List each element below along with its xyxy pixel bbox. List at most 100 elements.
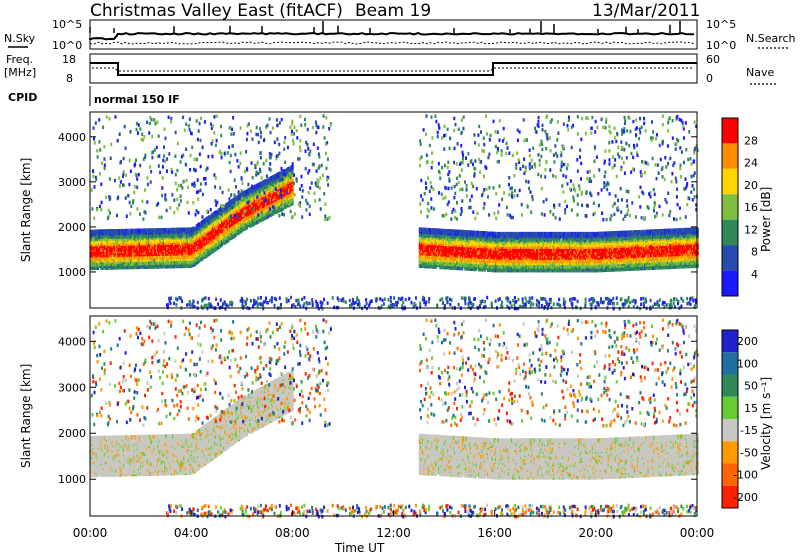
power-cell xyxy=(458,256,461,262)
power-cell xyxy=(495,257,498,262)
power-cell xyxy=(144,228,147,233)
power-cell xyxy=(109,229,112,234)
power-cell xyxy=(207,232,210,237)
power-cell xyxy=(458,240,461,245)
plot-title: Christmas Valley East (fitACF) xyxy=(90,1,343,21)
nsky-label: N.Sky xyxy=(4,32,36,45)
power-cell xyxy=(449,229,452,234)
power-cell xyxy=(182,227,185,232)
power-cell xyxy=(467,230,470,235)
nsky-panel xyxy=(89,19,698,50)
power-cell xyxy=(168,263,171,269)
power-cell xyxy=(144,250,147,255)
power-cell xyxy=(479,263,482,268)
power-cell xyxy=(267,182,270,188)
power-cell xyxy=(249,221,252,226)
power-cell xyxy=(419,245,423,250)
power-cell xyxy=(129,230,132,235)
power-cell xyxy=(248,195,251,200)
power-cell xyxy=(103,250,106,256)
power-cell xyxy=(443,230,446,236)
power-cell xyxy=(195,236,198,242)
power-cell xyxy=(479,230,482,236)
power-cell xyxy=(177,249,180,254)
power-cell xyxy=(96,252,99,258)
power-cell xyxy=(240,192,243,197)
power-cell xyxy=(148,249,151,255)
power-cell xyxy=(189,232,192,238)
cpid-value: normal 150 IF xyxy=(94,93,180,106)
power-cell xyxy=(245,190,249,196)
power-cell xyxy=(235,202,238,208)
power-cell xyxy=(136,228,139,234)
power-cell xyxy=(210,231,213,236)
power-cell xyxy=(105,243,109,249)
power-cell xyxy=(149,228,152,233)
power-cell xyxy=(201,220,204,225)
power-cell xyxy=(251,216,254,222)
power-cell xyxy=(168,247,171,253)
power-cell xyxy=(243,190,246,195)
power-cell xyxy=(467,242,470,248)
power-cell xyxy=(284,170,287,175)
power-cell xyxy=(222,234,225,239)
power-cell xyxy=(488,231,491,236)
power-cell xyxy=(503,233,506,239)
power-cell xyxy=(497,242,500,248)
power-cell xyxy=(443,234,446,239)
power-cell xyxy=(464,230,467,235)
power-cell xyxy=(133,248,136,253)
power-cell xyxy=(500,235,503,240)
power-cell xyxy=(462,244,465,249)
power-cell xyxy=(129,248,132,253)
power-cell xyxy=(497,246,500,251)
power-cell xyxy=(255,216,258,222)
power-cell xyxy=(183,261,186,267)
power-cell xyxy=(425,229,428,235)
power-cell xyxy=(500,253,503,258)
power-cell xyxy=(192,251,195,257)
power-cell xyxy=(189,227,192,232)
power-cell xyxy=(126,234,129,239)
nsky-series xyxy=(89,31,694,41)
power-cell xyxy=(419,259,423,265)
power-cell xyxy=(135,228,138,234)
freq-label-line2: [MHz] xyxy=(4,66,36,79)
power-cell xyxy=(96,233,99,238)
power-cell xyxy=(447,229,450,234)
power-cell xyxy=(264,211,267,217)
nave-series xyxy=(89,67,694,78)
power-cell xyxy=(497,264,500,269)
power-cell xyxy=(108,238,111,243)
power-cell xyxy=(423,227,426,233)
power-cell xyxy=(255,184,258,189)
power-cell xyxy=(482,261,485,267)
power-cell xyxy=(108,234,111,240)
power-cell xyxy=(503,266,506,271)
power-cell xyxy=(227,222,230,228)
power-cell xyxy=(210,213,213,218)
power-cell xyxy=(215,242,218,248)
power-cell xyxy=(182,263,185,269)
power-cell xyxy=(495,249,498,255)
power-cell xyxy=(183,227,186,232)
power-cell xyxy=(95,240,98,245)
power-cell xyxy=(258,205,261,211)
power-cell xyxy=(192,240,195,246)
power-cell xyxy=(168,229,171,235)
power-cell xyxy=(120,234,123,239)
power-cell xyxy=(100,242,103,247)
date-label: 13/Mar/2011 xyxy=(592,1,700,21)
power-heatmap xyxy=(90,114,699,311)
power-cell xyxy=(195,224,198,229)
power-cell xyxy=(438,228,441,233)
power-cell xyxy=(157,264,160,269)
power-cell xyxy=(288,188,291,193)
power-cell xyxy=(429,228,432,233)
power-cell xyxy=(174,229,177,234)
power-cell xyxy=(452,260,456,265)
power-cell xyxy=(149,240,152,246)
power-cell xyxy=(284,188,287,193)
power-cell xyxy=(153,251,156,257)
power-cell xyxy=(438,239,441,244)
